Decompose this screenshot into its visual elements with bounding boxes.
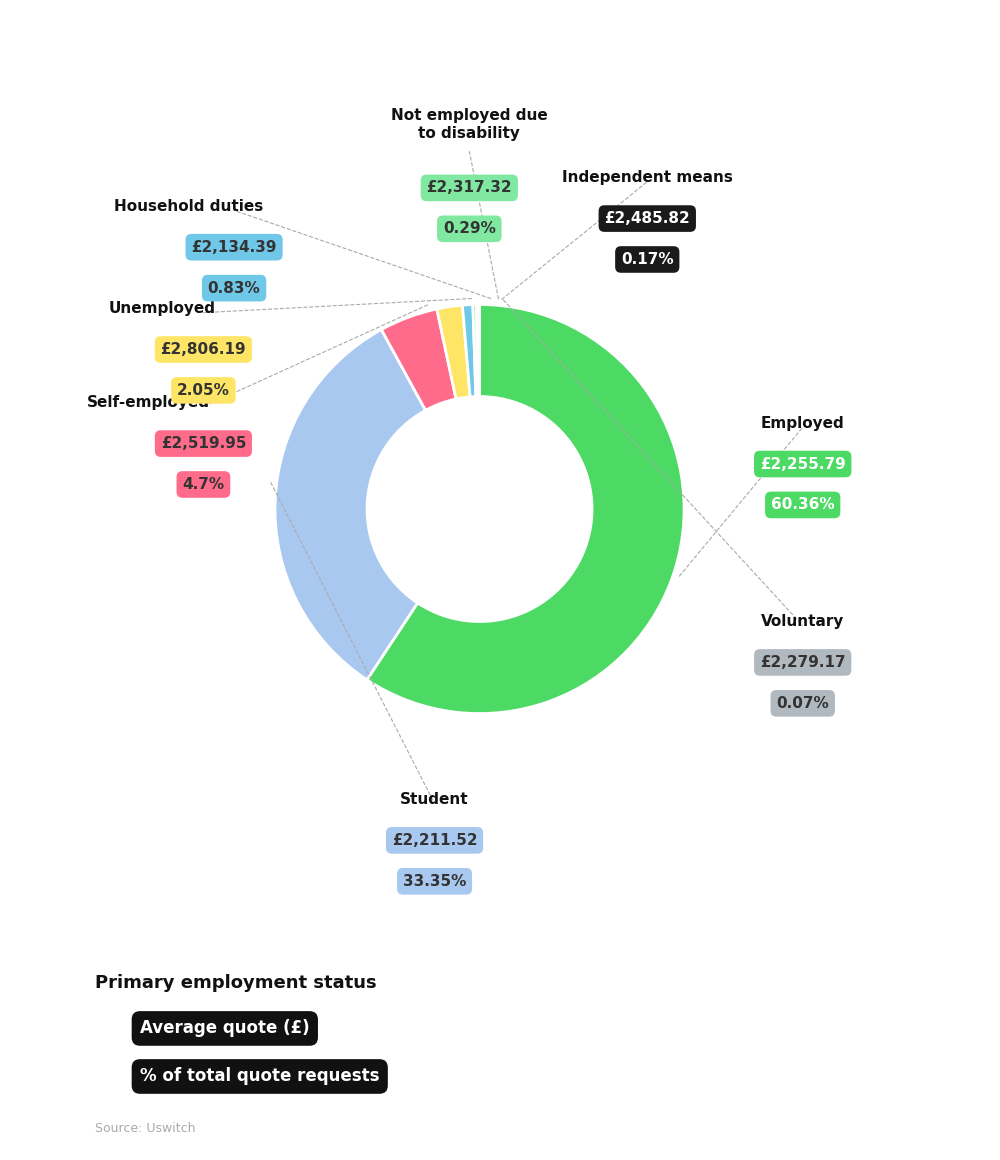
Text: £2,255.79: £2,255.79 (760, 457, 846, 471)
Wedge shape (275, 329, 426, 680)
Text: £2,134.39: £2,134.39 (191, 240, 277, 255)
Wedge shape (462, 305, 476, 397)
Text: Student: Student (400, 792, 469, 807)
Text: Employed: Employed (761, 415, 845, 430)
Text: 0.83%: 0.83% (208, 281, 260, 296)
Text: % of total quote requests: % of total quote requests (140, 1067, 380, 1086)
Text: £2,317.32: £2,317.32 (427, 181, 512, 195)
Text: £2,279.17: £2,279.17 (760, 655, 846, 670)
Text: £2,211.52: £2,211.52 (392, 833, 477, 848)
Text: 60.36%: 60.36% (771, 498, 835, 513)
Wedge shape (381, 309, 456, 411)
Wedge shape (367, 304, 684, 713)
Text: 2.05%: 2.05% (177, 383, 230, 398)
Text: Household duties: Household duties (114, 198, 264, 213)
Text: 4.7%: 4.7% (182, 477, 224, 492)
Wedge shape (437, 305, 470, 399)
Text: Voluntary: Voluntary (761, 614, 844, 629)
Text: £2,806.19: £2,806.19 (161, 342, 246, 357)
Text: £2,485.82: £2,485.82 (604, 211, 690, 226)
Text: Independent means: Independent means (562, 171, 733, 186)
Text: Not employed due
to disability: Not employed due to disability (391, 108, 548, 140)
Text: £2,519.95: £2,519.95 (161, 436, 246, 451)
Text: Average quote (£): Average quote (£) (140, 1020, 310, 1037)
Text: Primary employment status: Primary employment status (95, 973, 377, 992)
Text: Source: Uswitch: Source: Uswitch (95, 1122, 196, 1136)
Text: 0.29%: 0.29% (443, 222, 496, 237)
Wedge shape (473, 305, 478, 397)
Text: Unemployed: Unemployed (109, 302, 216, 316)
Text: 0.07%: 0.07% (776, 696, 829, 711)
Text: 33.35%: 33.35% (403, 873, 466, 889)
Wedge shape (477, 304, 479, 397)
Text: 0.17%: 0.17% (621, 252, 674, 267)
Text: Self-employed: Self-employed (87, 396, 210, 411)
